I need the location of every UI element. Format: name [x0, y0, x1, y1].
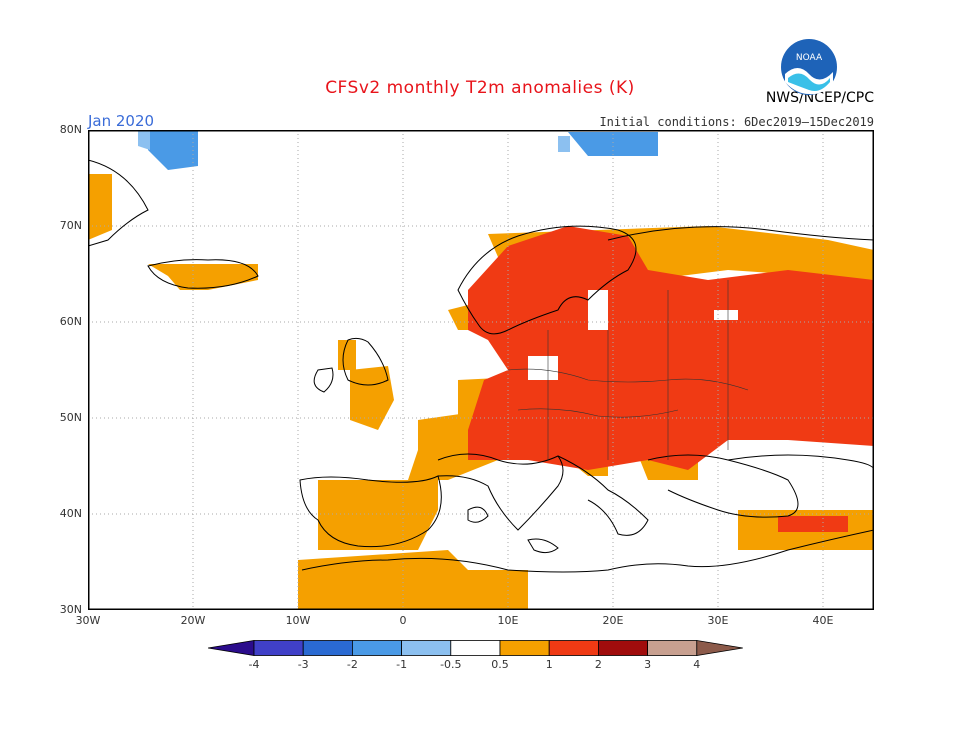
graticule — [88, 130, 874, 610]
lon-label-20e: 20E — [602, 614, 624, 627]
organization-label: NWS/NCEP/CPC — [765, 90, 874, 106]
colorbar-cell — [351, 640, 402, 656]
colorbar-cell — [696, 640, 743, 656]
lon-label-10w: 10W — [285, 614, 311, 627]
colorbar-cell — [499, 640, 550, 656]
colorbar-cell — [302, 640, 353, 656]
lon-label-0: 0 — [399, 614, 407, 627]
colorbar-cell — [450, 640, 501, 656]
initial-conditions: Initial conditions: 6Dec2019–15Dec2019 — [599, 115, 874, 129]
colorbar-tick-label: -3 — [297, 658, 309, 671]
colorbar-cell — [253, 640, 304, 656]
coastlines — [88, 159, 874, 573]
colorbar — [208, 640, 743, 656]
colorbar-cell — [401, 640, 452, 656]
colorbar-tick-label: 3 — [644, 658, 652, 671]
colorbar-tick-label: 0.5 — [491, 658, 509, 671]
country-borders — [507, 280, 749, 460]
anomaly-blue-regions — [148, 130, 658, 170]
colorbar-tick-label: -0.5 — [440, 658, 462, 671]
valid-month: Jan 2020 — [88, 112, 155, 130]
anomaly-red-regions — [468, 226, 874, 532]
noaa-logo: NOAA — [781, 39, 837, 95]
colorbar-cell — [647, 640, 698, 656]
lat-label-50n: 50N — [59, 411, 82, 424]
lon-label-40e: 40E — [812, 614, 834, 627]
colorbar-tick-label: -1 — [396, 658, 408, 671]
lat-label-40n: 40N — [59, 507, 82, 520]
lat-label-30n: 30N — [59, 603, 82, 616]
lon-label-30e: 30E — [707, 614, 729, 627]
colorbar-tick-label: 2 — [594, 658, 602, 671]
colorbar-tick-label: -4 — [248, 658, 260, 671]
colorbar-cell — [208, 640, 255, 656]
anomaly-map — [88, 130, 874, 610]
logo-text: NOAA — [796, 53, 823, 63]
lat-label-80n: 80N — [59, 123, 82, 136]
colorbar-cell — [548, 640, 599, 656]
colorbar-tick-label: -2 — [346, 658, 358, 671]
lon-label-10e: 10E — [497, 614, 519, 627]
colorbar-tick-label: 1 — [545, 658, 553, 671]
colorbar-cell — [597, 640, 648, 656]
lat-label-70n: 70N — [59, 219, 82, 232]
lat-label-60n: 60N — [59, 315, 82, 328]
map-title: CFSv2 monthly T2m anomalies (K) — [325, 78, 635, 98]
colorbar-tick-label: 4 — [693, 658, 701, 671]
map-frame — [88, 130, 874, 610]
lon-label-30w: 30W — [75, 614, 101, 627]
lon-label-20w: 20W — [180, 614, 206, 627]
